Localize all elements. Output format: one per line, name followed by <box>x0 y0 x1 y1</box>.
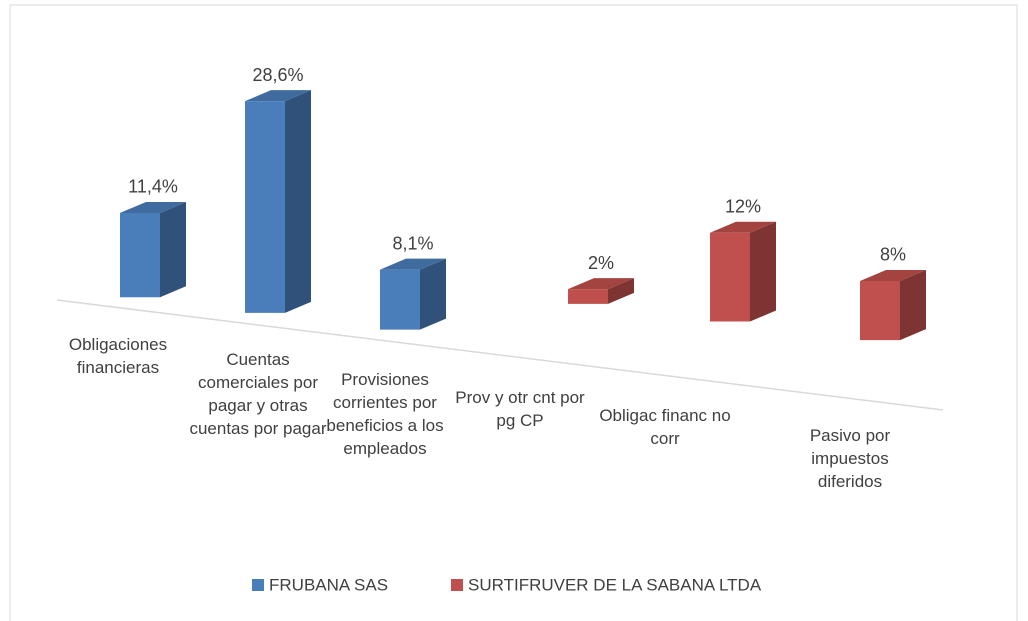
bar <box>380 258 446 330</box>
x-tick-label: Cuentas comerciales por pagar y otras cu… <box>189 350 327 438</box>
x-tick-label: Prov y otr cnt por pg CP <box>455 388 585 430</box>
bar-front <box>120 212 160 298</box>
bar-top <box>860 269 926 281</box>
bar <box>120 201 186 298</box>
bar-side <box>900 269 926 341</box>
data-label: 2% <box>588 253 614 273</box>
bar-front <box>380 269 420 330</box>
bar-front <box>568 289 608 304</box>
bar-top <box>568 278 634 290</box>
bar-front <box>860 280 900 341</box>
bar-side <box>608 278 634 304</box>
x-tick-label: Provisiones corrientes por beneficios a … <box>326 370 444 458</box>
bar-top <box>710 221 776 233</box>
chart-frame <box>9 4 1018 621</box>
bar <box>860 269 926 341</box>
bar-front <box>245 101 285 313</box>
bar-side <box>420 258 446 330</box>
bar-top <box>120 201 186 213</box>
bar-top <box>380 258 446 270</box>
bar <box>710 221 776 322</box>
bar-side <box>285 90 311 313</box>
bar <box>245 90 311 313</box>
legend-swatch <box>451 579 463 591</box>
x-tick-label: Pasivo por impuestos diferidos <box>809 426 891 491</box>
data-label: 12% <box>725 197 761 217</box>
data-label: 8% <box>880 245 906 265</box>
bar-side <box>160 201 186 298</box>
legend-label: SURTIFRUVER DE LA SABANA LTDA <box>468 575 762 594</box>
floor-line <box>56 299 944 411</box>
x-tick-label: Obligac financ no corr <box>599 406 731 448</box>
legend-label: FRUBANA SAS <box>269 575 388 594</box>
bar-side <box>750 221 776 322</box>
data-label: 28,6% <box>252 65 303 85</box>
data-label: 8,1% <box>392 233 433 253</box>
bar-front <box>710 232 750 322</box>
bar <box>568 278 634 304</box>
legend-swatch <box>252 579 264 591</box>
x-tick-label: Obligaciones financieras <box>68 335 168 377</box>
data-label: 11,4% <box>128 177 178 197</box>
bar-top <box>245 90 311 102</box>
